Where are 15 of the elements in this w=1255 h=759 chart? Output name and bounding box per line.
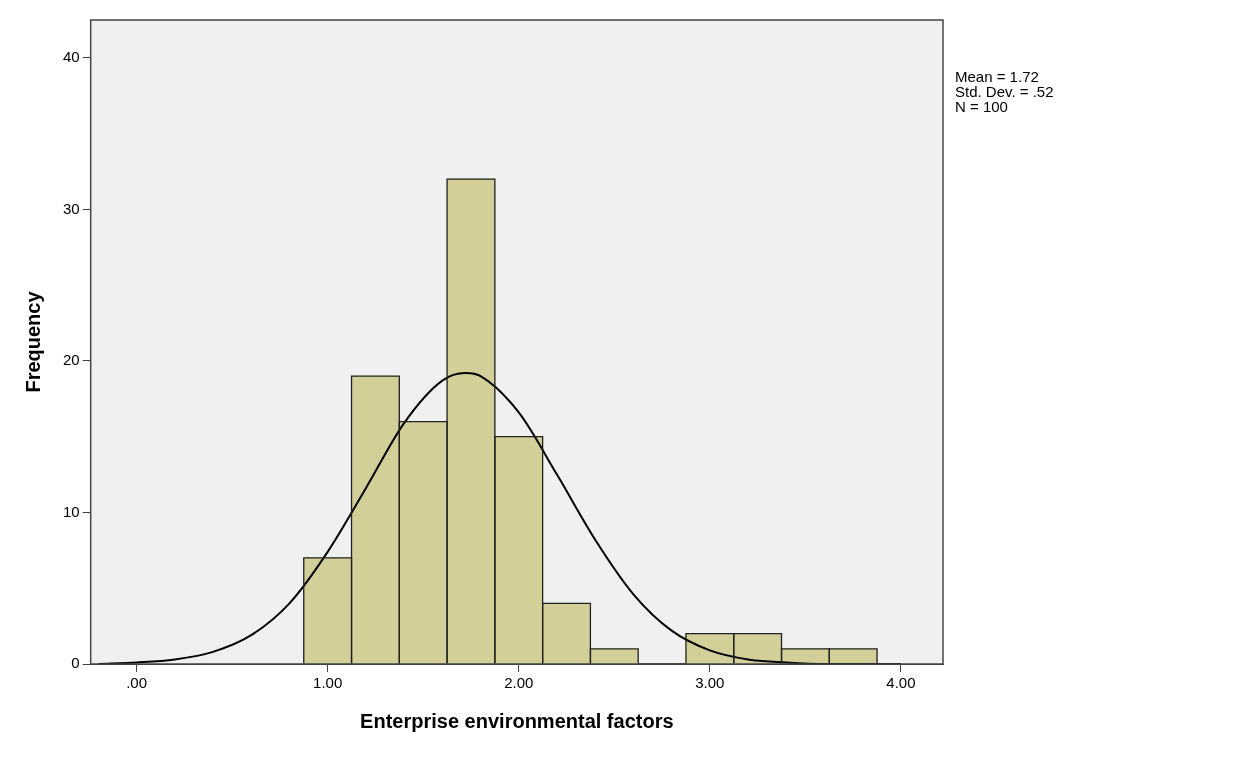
y-tick-label: 0 bbox=[71, 654, 80, 672]
y-tick-label: 20 bbox=[63, 351, 80, 369]
x-axis-title: Enterprise environmental factors bbox=[360, 709, 674, 732]
text: Std. Dev. = .52 bbox=[955, 82, 1054, 100]
x-tick-label: 1.00 bbox=[313, 674, 343, 692]
x-tick-label: 3.00 bbox=[695, 674, 725, 692]
y-axis-title: Frequency bbox=[21, 290, 44, 393]
y-tick-label: 30 bbox=[63, 199, 80, 217]
text: N = 100 bbox=[955, 97, 1008, 115]
y-tick-label: 10 bbox=[63, 502, 80, 520]
x-tick-label: 4.00 bbox=[886, 674, 916, 692]
text: Mean = 1.72 bbox=[955, 67, 1039, 85]
x-tick-label: .00 bbox=[126, 674, 147, 692]
x-tick-label: 2.00 bbox=[504, 674, 534, 692]
y-tick-label: 40 bbox=[63, 48, 80, 66]
